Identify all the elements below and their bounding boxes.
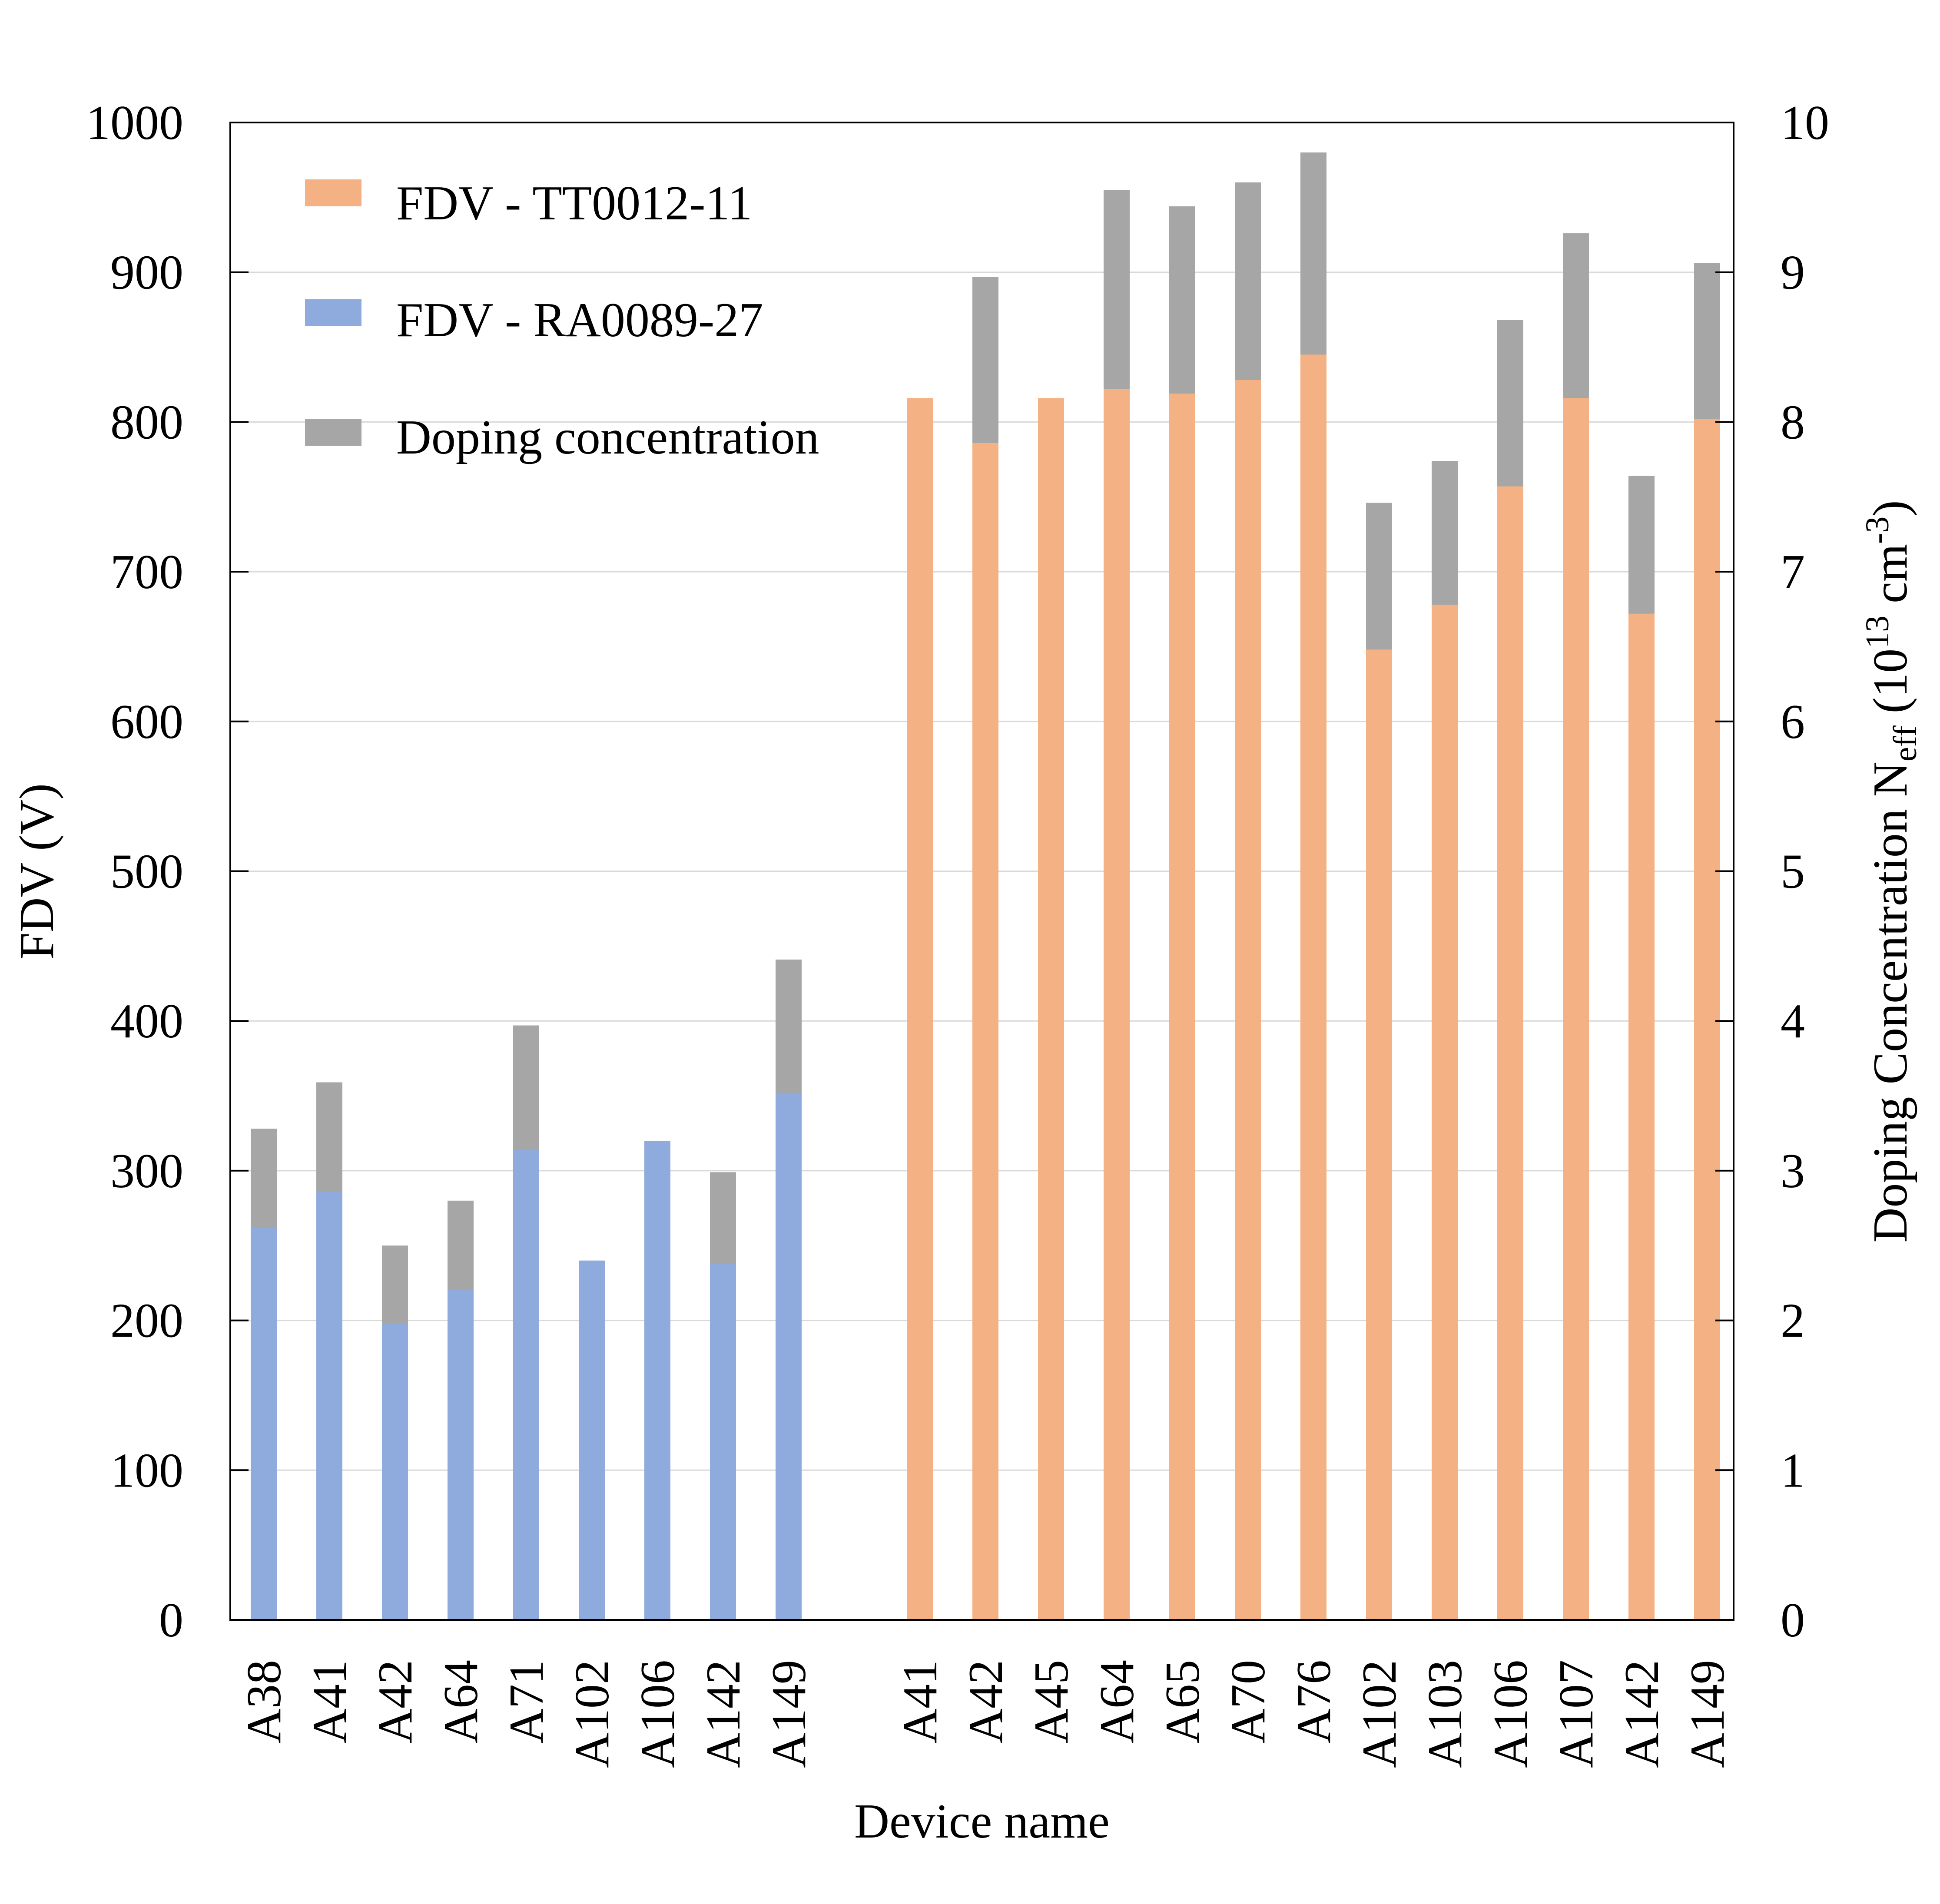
x-tick-label: A102 <box>565 1660 619 1768</box>
fdv-bar <box>1300 354 1326 1620</box>
x-tick-label: A41 <box>303 1660 357 1744</box>
fdv-bar <box>382 1323 408 1620</box>
y-tick-label-left: 500 <box>110 845 183 899</box>
fdv-bar <box>1497 487 1523 1620</box>
fdv-bar <box>1038 398 1064 1620</box>
fdv-bar <box>710 1264 736 1620</box>
fdv-bar <box>579 1261 605 1620</box>
x-tick-label: A103 <box>1418 1660 1472 1768</box>
y-right-superscript: 13 <box>1859 616 1896 649</box>
y-tick-label-left: 0 <box>159 1593 183 1647</box>
x-tick-label: A142 <box>1615 1660 1669 1768</box>
y-right-unit: cm <box>1864 544 1917 616</box>
y-tick-label-right: 2 <box>1781 1294 1805 1348</box>
fdv-bar <box>1563 398 1589 1620</box>
fdv-bar <box>448 1289 474 1620</box>
fdv-bar <box>1235 380 1261 1620</box>
x-tick-label: A64 <box>1090 1660 1144 1744</box>
fdv-bar <box>907 398 933 1620</box>
legend-label-tt: FDV - TT0012-11 <box>396 176 752 230</box>
y-tick-label-right: 0 <box>1781 1593 1805 1647</box>
y-right-subscript: eff <box>1887 725 1923 762</box>
fdv-bar <box>972 443 998 1620</box>
y-axis-title: FDV (V) <box>10 783 64 960</box>
y-tick-label-right: 3 <box>1781 1144 1805 1198</box>
x-tick-label: A70 <box>1221 1660 1275 1744</box>
y-tick-label-right: 9 <box>1781 246 1805 300</box>
y-tick-label-left: 600 <box>110 695 183 749</box>
x-tick-label: A149 <box>1681 1660 1734 1768</box>
y-right-unit-superscript: -3 <box>1859 517 1896 544</box>
fdv-bar <box>776 1093 802 1620</box>
x-tick-label: A149 <box>762 1660 816 1768</box>
y-tick-label-right: 8 <box>1781 395 1805 449</box>
x-tick-label: A42 <box>368 1660 422 1744</box>
x-tick-label: A106 <box>631 1660 685 1768</box>
y-right-suffix: ) <box>1864 500 1917 516</box>
fdv-bar <box>1169 394 1195 1620</box>
y-tick-label-right: 5 <box>1781 845 1805 899</box>
y-right-middle: (10 <box>1864 649 1917 725</box>
fdv-bar <box>251 1228 277 1620</box>
fdv-bar <box>644 1141 670 1620</box>
y-tick-label-right: 4 <box>1781 994 1805 1048</box>
fdv-bar <box>1366 649 1392 1620</box>
y-tick-label-left: 700 <box>110 545 183 599</box>
x-tick-label: A41 <box>893 1660 947 1744</box>
x-tick-label: A38 <box>237 1660 291 1744</box>
legend-swatch-tt <box>305 179 361 206</box>
x-tick-label: A142 <box>696 1660 750 1768</box>
y-tick-label-left: 400 <box>110 994 183 1048</box>
y-tick-label-left: 800 <box>110 395 183 449</box>
y-tick-label-left: 1000 <box>86 96 183 150</box>
y-tick-label-right: 6 <box>1781 695 1805 749</box>
y-tick-label-left: 900 <box>110 246 183 300</box>
y-right-prefix: Doping Concentration N <box>1864 762 1917 1242</box>
fdv-bar <box>1432 605 1458 1620</box>
x-tick-label: A64 <box>434 1660 488 1744</box>
y-tick-label-right: 10 <box>1781 96 1829 150</box>
x-tick-label: A71 <box>500 1660 554 1744</box>
fdv-bar <box>316 1192 342 1620</box>
x-tick-label: A107 <box>1549 1660 1603 1768</box>
y-axis-right-title: Doping Concentration Neff (1013 cm-3) <box>1859 500 1923 1242</box>
y-tick-label-left: 200 <box>110 1294 183 1348</box>
legend-label-doping: Doping concentration <box>396 411 819 464</box>
y-tick-label-right: 1 <box>1781 1444 1805 1497</box>
y-tick-label-left: 100 <box>110 1444 183 1497</box>
fdv-bar <box>1104 389 1130 1620</box>
fdv-bar <box>513 1150 539 1620</box>
x-tick-label: A102 <box>1353 1660 1406 1768</box>
legend-label-ra: FDV - RA0089-27 <box>396 293 763 347</box>
y-tick-label-right: 7 <box>1781 545 1805 599</box>
legend-swatch-doping <box>305 419 361 446</box>
bar-chart: 0 0 100 1 200 2 300 3 400 4 500 5 600 6 700 7 800 8 900 9 10… <box>0 0 1940 1904</box>
y-tick-label-left: 300 <box>110 1144 183 1198</box>
x-axis-title: Device name <box>854 1795 1110 1848</box>
x-tick-label: A76 <box>1287 1660 1341 1744</box>
x-tick-label: A106 <box>1484 1660 1538 1768</box>
fdv-bar <box>1628 614 1655 1620</box>
x-tick-label: A65 <box>1156 1660 1210 1744</box>
legend-swatch-ra <box>305 299 361 326</box>
fdv-bar <box>1694 419 1720 1620</box>
x-tick-label: A42 <box>959 1660 1013 1744</box>
x-tick-label: A45 <box>1025 1660 1078 1744</box>
